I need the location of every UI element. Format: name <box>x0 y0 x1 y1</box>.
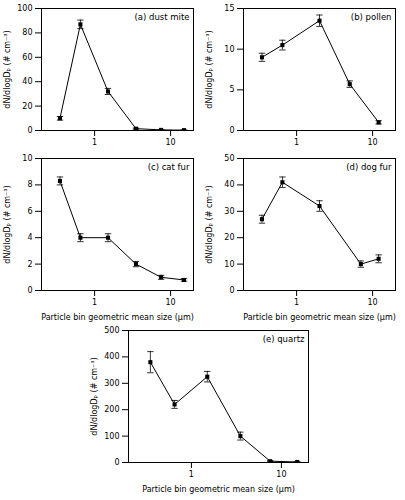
svg-text:1: 1 <box>92 138 97 147</box>
svg-text:8: 8 <box>27 180 32 189</box>
svg-text:50: 50 <box>224 154 234 163</box>
svg-text:(d) dog fur: (d) dog fur <box>346 162 392 172</box>
svg-text:300: 300 <box>104 379 119 388</box>
svg-text:0: 0 <box>229 126 234 135</box>
svg-text:40: 40 <box>224 180 234 189</box>
svg-text:10: 10 <box>165 138 175 147</box>
svg-text:60: 60 <box>22 53 32 62</box>
svg-text:0: 0 <box>114 458 119 467</box>
svg-text:(b) pollen: (b) pollen <box>350 12 391 22</box>
svg-text:80: 80 <box>22 28 32 37</box>
svg-text:20: 20 <box>22 102 32 111</box>
svg-text:10: 10 <box>22 154 32 163</box>
svg-text:(a) dust mite: (a) dust mite <box>134 12 189 22</box>
svg-text:dN/dlogDₚ (# cm⁻³): dN/dlogDₚ (# cm⁻³) <box>3 30 12 108</box>
svg-text:500: 500 <box>104 326 119 335</box>
svg-text:10: 10 <box>165 298 175 307</box>
svg-text:0: 0 <box>27 126 32 135</box>
svg-text:Particle bin geometric mean si: Particle bin geometric mean size (μm) <box>243 313 396 322</box>
svg-text:5: 5 <box>229 85 234 94</box>
svg-text:40: 40 <box>22 77 32 86</box>
svg-text:0: 0 <box>27 286 32 295</box>
svg-text:1: 1 <box>188 470 193 479</box>
svg-text:dN/dlogDₚ (# cm⁻³): dN/dlogDₚ (# cm⁻³) <box>205 30 214 108</box>
svg-text:10: 10 <box>224 260 234 269</box>
svg-text:200: 200 <box>104 405 119 414</box>
svg-text:4: 4 <box>27 233 32 242</box>
svg-text:10: 10 <box>367 138 377 147</box>
svg-text:10: 10 <box>367 298 377 307</box>
svg-text:20: 20 <box>224 233 234 242</box>
svg-text:400: 400 <box>104 352 119 361</box>
svg-text:1: 1 <box>294 298 299 307</box>
svg-text:dN/dlogDₚ (# cm⁻³): dN/dlogDₚ (# cm⁻³) <box>205 185 214 263</box>
svg-text:10: 10 <box>224 45 234 54</box>
svg-text:1: 1 <box>294 138 299 147</box>
svg-text:6: 6 <box>27 207 32 216</box>
svg-text:Particle bin geometric mean si: Particle bin geometric mean size (μm) <box>41 313 194 322</box>
svg-text:100: 100 <box>104 432 119 441</box>
svg-text:dN/dlogDₚ (# cm⁻³): dN/dlogDₚ (# cm⁻³) <box>3 185 12 263</box>
svg-text:100: 100 <box>17 4 32 13</box>
svg-text:2: 2 <box>27 260 32 269</box>
svg-text:0: 0 <box>229 286 234 295</box>
svg-text:10: 10 <box>276 470 286 479</box>
svg-text:(e) quartz: (e) quartz <box>262 334 304 344</box>
svg-text:Particle bin geometric mean si: Particle bin geometric mean size (μm) <box>142 485 295 494</box>
svg-text:dN/dlogDₚ (# cm⁻³): dN/dlogDₚ (# cm⁻³) <box>90 357 99 435</box>
svg-text:15: 15 <box>224 4 234 13</box>
svg-text:(c) cat fur: (c) cat fur <box>147 162 189 172</box>
svg-text:30: 30 <box>224 207 234 216</box>
svg-text:1: 1 <box>92 298 97 307</box>
